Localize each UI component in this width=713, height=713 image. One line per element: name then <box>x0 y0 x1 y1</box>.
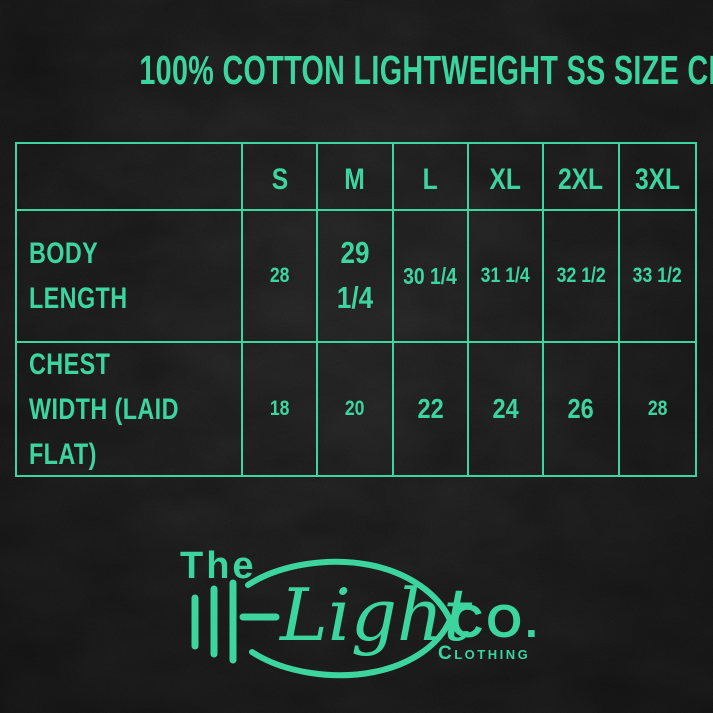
leaf-outline-icon <box>245 558 453 679</box>
chest-width-2xl: 26 <box>544 343 620 475</box>
logo-light: Light <box>278 573 473 657</box>
row-label-chest-width: CHEST WIDTH (LAID FLAT) <box>17 343 243 475</box>
logo-co: CO. <box>450 595 541 647</box>
size-table: S M L XL 2XL 3XL BODY LENGTH 28 29 1/4 3… <box>15 142 697 477</box>
logo-clothing: Clothing <box>438 643 530 664</box>
column-header-xl: XL <box>469 144 545 211</box>
chest-width-xl: 24 <box>469 343 545 475</box>
body-length-3xl: 33 1/2 <box>619 211 695 343</box>
body-length-m: 29 1/4 <box>318 211 394 343</box>
brand-logo: The Light CO. Clothing <box>180 545 541 679</box>
body-length-s: 28 <box>243 211 319 343</box>
body-length-l: 30 1/4 <box>393 211 469 343</box>
chest-width-m: 20 <box>318 343 394 475</box>
column-header-3xl: 3XL <box>619 144 695 211</box>
corner-cell <box>17 144 243 211</box>
row-label-body-length: BODY LENGTH <box>17 211 243 343</box>
column-header-m: M <box>318 144 394 211</box>
column-header-s: S <box>243 144 319 211</box>
column-header-l: L <box>393 144 469 211</box>
chest-width-l: 22 <box>394 343 469 475</box>
chart-title-text: 100% COTTON LIGHTWEIGHT SS SIZE CHART <box>139 47 713 93</box>
chest-width-s: 18 <box>243 343 319 475</box>
body-length-xl: 31 1/4 <box>469 211 545 343</box>
body-length-2xl: 32 1/2 <box>544 211 620 343</box>
column-header-2xl: 2XL <box>544 144 620 211</box>
logo-the: The <box>180 545 257 587</box>
light-rays-icon <box>191 579 280 664</box>
chest-width-3xl: 28 <box>647 397 668 420</box>
chart-title: 100% COTTON LIGHTWEIGHT SS SIZE CHART <box>0 47 713 93</box>
